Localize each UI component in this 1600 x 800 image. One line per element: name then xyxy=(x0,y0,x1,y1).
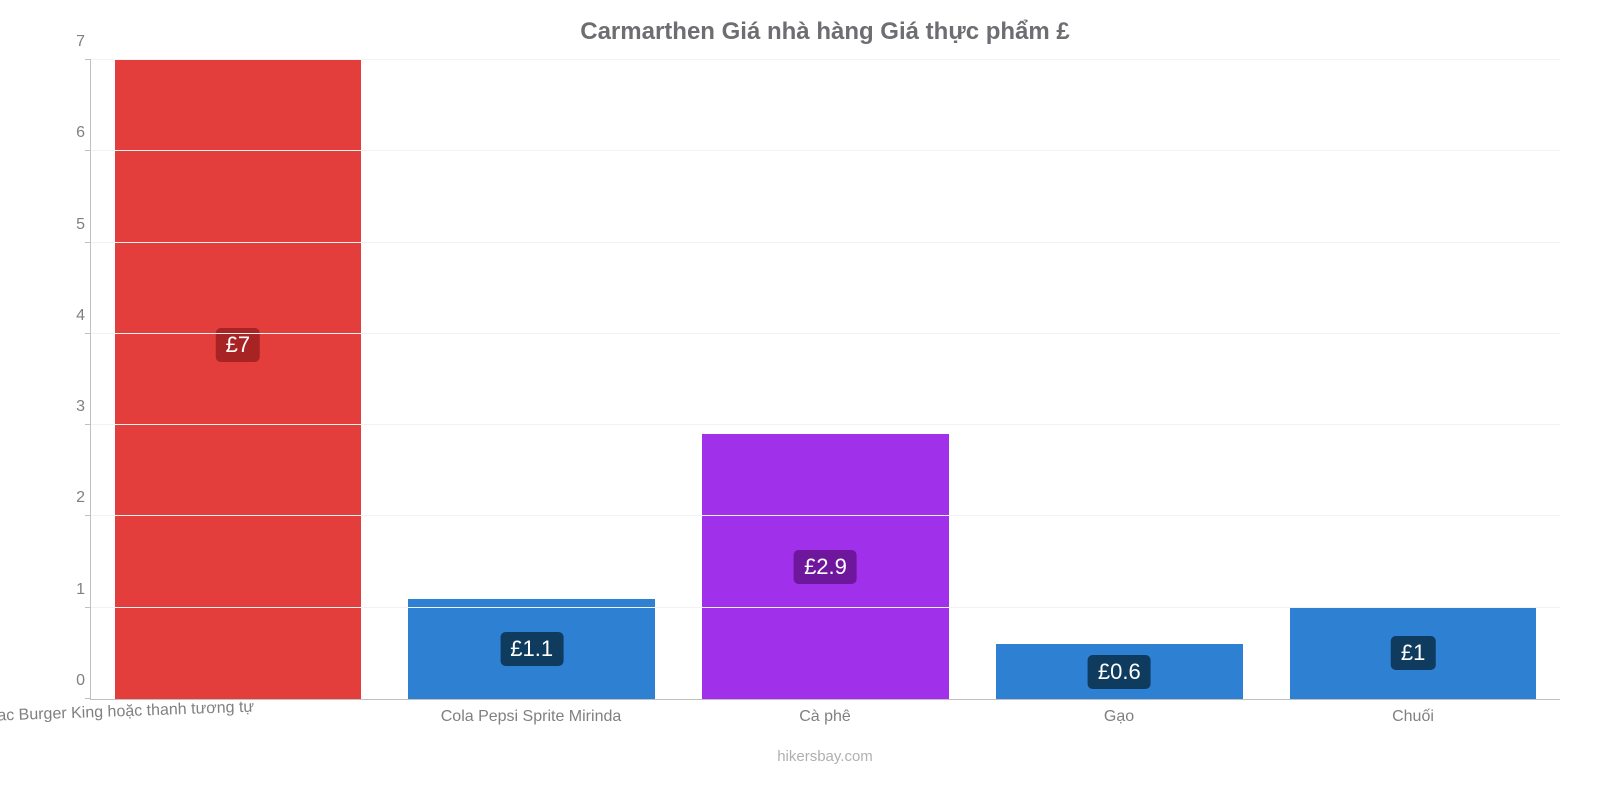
x-axis-label: Cà phê xyxy=(678,708,972,726)
x-axis-label: Chuối xyxy=(1266,708,1560,726)
x-axis-labels: Mac Burger King hoặc thanh tương tựCola … xyxy=(90,708,1560,726)
chart-container: Carmarthen Giá nhà hàng Giá thực phẩm £ … xyxy=(0,0,1600,800)
y-tick-mark xyxy=(85,698,91,699)
bar: £1.1 xyxy=(408,599,655,699)
y-tick-mark xyxy=(85,333,91,334)
bar-slot: £7 xyxy=(91,60,385,699)
bars-row: £7 £1.1 £2.9 £0.6 £1 xyxy=(91,60,1560,699)
bar-value-badge: £0.6 xyxy=(1088,655,1151,689)
bar-value-badge: £1 xyxy=(1391,636,1435,670)
gridline xyxy=(91,59,1560,60)
y-tick-mark xyxy=(85,150,91,151)
gridline xyxy=(91,150,1560,151)
y-tick-label: 6 xyxy=(61,124,85,142)
y-tick-label: 2 xyxy=(61,489,85,507)
y-tick-label: 1 xyxy=(61,581,85,599)
y-tick-label: 5 xyxy=(61,216,85,234)
gridline xyxy=(91,607,1560,608)
gridline xyxy=(91,424,1560,425)
chart-title: Carmarthen Giá nhà hàng Giá thực phẩm £ xyxy=(90,18,1560,46)
y-tick-label: 4 xyxy=(61,307,85,325)
x-axis-label: Cola Pepsi Sprite Mirinda xyxy=(384,708,678,726)
bar-slot: £1 xyxy=(1266,60,1560,699)
x-axis-label: Mac Burger King hoặc thanh tương tự xyxy=(90,708,384,726)
y-tick-label: 3 xyxy=(61,398,85,416)
bar-slot: £2.9 xyxy=(679,60,973,699)
bar-value-badge: £2.9 xyxy=(794,550,857,584)
bar: £2.9 xyxy=(702,434,949,699)
bar-value-badge: £1.1 xyxy=(500,632,563,666)
y-tick-mark xyxy=(85,242,91,243)
y-tick-label: 7 xyxy=(61,33,85,51)
gridline xyxy=(91,515,1560,516)
y-tick-mark xyxy=(85,607,91,608)
y-tick-mark xyxy=(85,424,91,425)
attribution-text: hikersbay.com xyxy=(90,748,1560,765)
bar: £1 xyxy=(1290,608,1537,699)
y-tick-mark xyxy=(85,515,91,516)
gridline xyxy=(91,242,1560,243)
bar: £0.6 xyxy=(996,644,1243,699)
x-axis-label: Gạo xyxy=(972,708,1266,726)
y-tick-label: 0 xyxy=(61,672,85,690)
y-tick-mark xyxy=(85,59,91,60)
bar-slot: £1.1 xyxy=(385,60,679,699)
gridline xyxy=(91,333,1560,334)
bar-slot: £0.6 xyxy=(972,60,1266,699)
bar: £7 xyxy=(115,60,362,699)
plot-area: £7£1.1£2.9£0.6£1 01234567 xyxy=(90,60,1560,700)
